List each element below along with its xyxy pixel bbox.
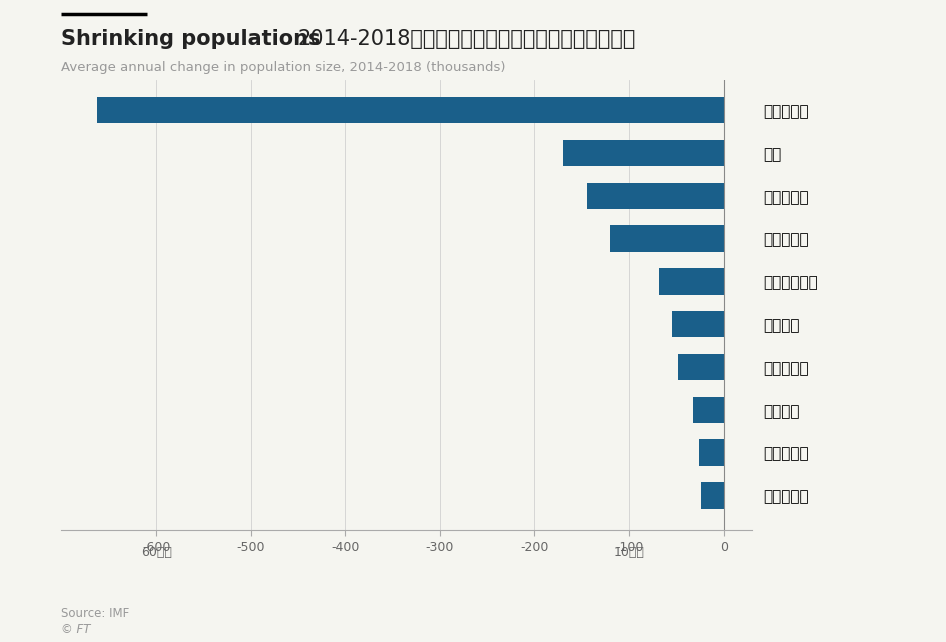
Bar: [610, 225, 724, 252]
Text: 10万人: 10万人: [614, 546, 644, 559]
Bar: [699, 439, 724, 466]
Text: 60万人: 60万人: [141, 546, 171, 559]
Bar: [659, 268, 724, 295]
Bar: [693, 397, 724, 423]
Bar: [587, 182, 724, 209]
Bar: [678, 354, 724, 380]
Text: 2014-2018年の人口減少比率の高い国のランキング: 2014-2018年の人口減少比率の高い国のランキング: [298, 29, 637, 49]
Text: Source: IMF: Source: IMF: [61, 607, 130, 620]
Bar: [563, 140, 724, 166]
Bar: [672, 311, 724, 338]
Bar: [97, 97, 724, 123]
Bar: [701, 482, 724, 508]
Text: Average annual change in population size, 2014-2018 (thousands): Average annual change in population size…: [61, 61, 506, 74]
Text: Shrinking populations: Shrinking populations: [61, 29, 321, 49]
Text: © FT: © FT: [61, 623, 91, 636]
